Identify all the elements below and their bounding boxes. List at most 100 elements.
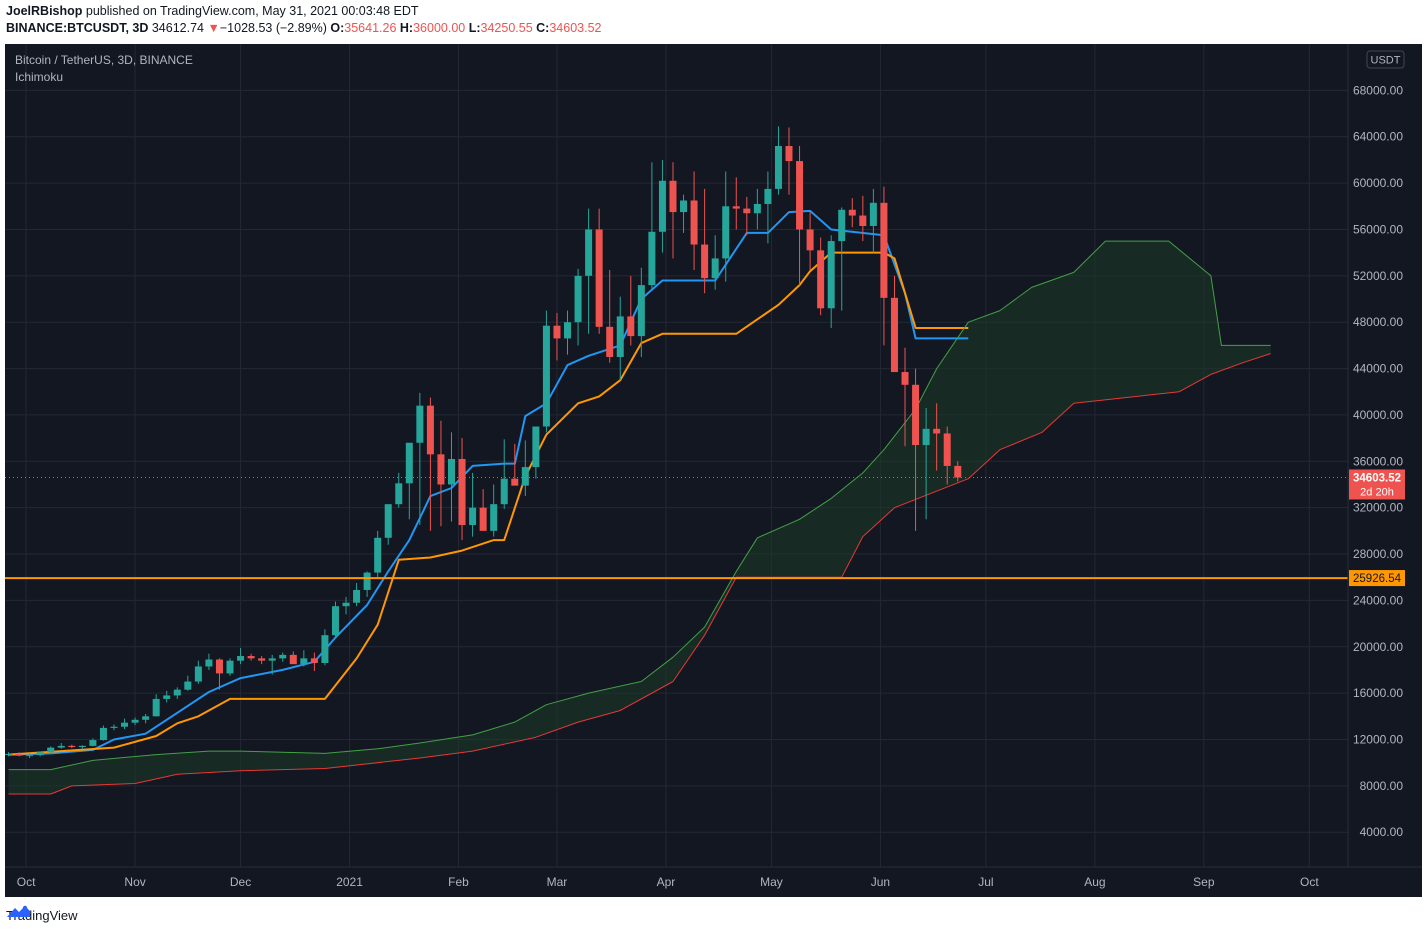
candle[interactable]	[131, 717, 139, 726]
candle[interactable]	[247, 653, 255, 661]
candle[interactable]	[479, 489, 487, 531]
candle[interactable]	[110, 724, 118, 731]
chart-svg[interactable]: 25926.54 34603.52 2d 20h 4000.00 8000.00 120…	[5, 44, 1422, 897]
candle[interactable]	[732, 177, 740, 230]
candle[interactable]	[869, 188, 877, 253]
candle[interactable]	[15, 752, 23, 757]
candle[interactable]	[152, 694, 160, 717]
candle[interactable]	[363, 571, 371, 597]
candle[interactable]	[690, 171, 698, 271]
candle[interactable]	[163, 690, 171, 703]
candle[interactable]	[416, 392, 424, 526]
candle[interactable]	[774, 126, 782, 195]
candle[interactable]	[321, 629, 329, 666]
time-axis[interactable]: Oct Nov Dec 2021 Feb Mar Apr May Jun Jul Aug Sep Oct	[17, 875, 1320, 889]
candle[interactable]	[469, 472, 477, 537]
candle[interactable]	[353, 583, 361, 607]
candle[interactable]	[89, 738, 97, 747]
candle[interactable]	[142, 713, 150, 724]
candle[interactable]	[553, 312, 561, 361]
candle[interactable]	[258, 656, 266, 665]
candle[interactable]	[658, 159, 666, 253]
candle[interactable]	[954, 461, 962, 482]
candle[interactable]	[447, 432, 455, 522]
candle[interactable]	[173, 687, 181, 699]
candle[interactable]	[532, 426, 540, 479]
currency-badge[interactable]: USDT	[1366, 50, 1405, 69]
candle[interactable]	[880, 186, 888, 346]
candle[interactable]	[585, 208, 593, 334]
candle[interactable]	[205, 653, 213, 670]
candle[interactable]	[669, 162, 677, 259]
candle[interactable]	[701, 188, 709, 294]
candle[interactable]	[300, 650, 308, 667]
candle[interactable]	[542, 310, 550, 433]
candle[interactable]	[753, 188, 761, 230]
candle[interactable]	[616, 296, 624, 381]
candle[interactable]	[711, 235, 719, 290]
candle[interactable]	[26, 753, 34, 759]
candle[interactable]	[806, 212, 814, 271]
candle[interactable]	[47, 746, 55, 754]
candle[interactable]	[933, 403, 941, 471]
candle[interactable]	[374, 530, 382, 578]
candle[interactable]	[184, 675, 192, 691]
candle[interactable]	[912, 368, 920, 531]
candle[interactable]	[99, 725, 107, 741]
candle[interactable]	[722, 171, 730, 282]
candle[interactable]	[395, 472, 403, 508]
candle[interactable]	[426, 397, 434, 531]
author-name[interactable]: JoelRBishop	[6, 4, 83, 18]
candle[interactable]	[648, 162, 656, 290]
candle[interactable]	[500, 439, 508, 509]
candle[interactable]	[57, 742, 65, 749]
candle[interactable]	[606, 270, 614, 363]
candle[interactable]	[901, 347, 909, 447]
candle[interactable]	[922, 407, 930, 520]
candle[interactable]	[521, 440, 529, 497]
candle[interactable]	[827, 235, 835, 328]
candle[interactable]	[637, 267, 645, 357]
footer-brand[interactable]: TradingView	[6, 904, 78, 926]
legend-indicator[interactable]: Ichimoku	[15, 70, 63, 84]
candle[interactable]	[785, 127, 793, 195]
candle[interactable]	[237, 647, 245, 665]
candle[interactable]	[595, 208, 603, 334]
candle[interactable]	[215, 658, 223, 690]
price-axis[interactable]: 4000.00 8000.00 12000.00 16000.00 20000.00 24…	[1353, 83, 1403, 839]
candle[interactable]	[331, 601, 339, 637]
candle[interactable]	[289, 651, 297, 665]
candle[interactable]	[890, 275, 898, 373]
candle[interactable]	[226, 658, 234, 676]
candle[interactable]	[796, 146, 804, 286]
candle[interactable]	[5, 752, 13, 757]
chart-area[interactable]: 25926.54 34603.52 2d 20h 4000.00 8000.00 120…	[5, 44, 1422, 897]
candle[interactable]	[490, 484, 498, 537]
candle[interactable]	[627, 275, 635, 346]
candle[interactable]	[194, 660, 202, 684]
candle[interactable]	[78, 745, 86, 749]
candle[interactable]	[268, 654, 276, 675]
candles[interactable]	[5, 126, 962, 759]
candle[interactable]	[310, 652, 318, 672]
candle[interactable]	[511, 443, 519, 486]
candle[interactable]	[743, 197, 751, 236]
candle[interactable]	[848, 198, 856, 228]
candle[interactable]	[943, 426, 951, 485]
candle[interactable]	[384, 504, 392, 545]
candle[interactable]	[342, 596, 350, 615]
candle[interactable]	[680, 194, 688, 233]
candle[interactable]	[279, 652, 287, 662]
candle[interactable]	[838, 207, 846, 311]
candle[interactable]	[859, 195, 867, 242]
candle[interactable]	[817, 237, 825, 316]
candle[interactable]	[121, 718, 129, 730]
candle[interactable]	[564, 310, 572, 355]
candle[interactable]	[68, 744, 76, 749]
candle[interactable]	[437, 420, 445, 527]
candle[interactable]	[458, 438, 466, 541]
candle[interactable]	[405, 442, 413, 520]
candle[interactable]	[36, 751, 44, 757]
candle[interactable]	[764, 171, 772, 244]
candle[interactable]	[574, 268, 582, 346]
